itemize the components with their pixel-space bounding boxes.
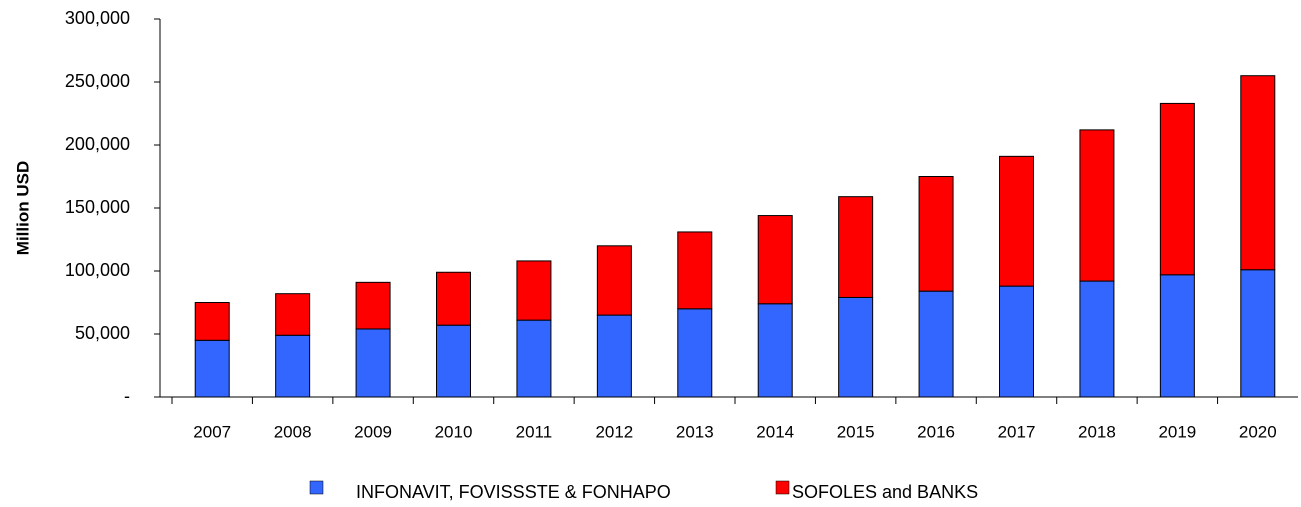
bar-segment [677,231,713,310]
legend-swatch [775,480,790,495]
y-tick-label: 150,000 [65,197,130,217]
y-tick-label: 300,000 [65,8,130,28]
bar-segment [1079,280,1115,398]
bar-segment [1159,274,1195,398]
bar-segment [918,176,954,292]
legend-label: SOFOLES and BANKS [792,482,978,502]
bar-segment [355,281,391,330]
x-tick-label: 2013 [676,422,714,441]
bar-segment [596,245,632,316]
y-tick-label: 250,000 [65,71,130,91]
bar-segment [1240,269,1276,398]
x-tick-label: 2014 [756,422,794,441]
x-tick-label: 2017 [998,422,1036,441]
bar-segment [436,324,471,398]
bar-segment [596,314,632,398]
x-tick-label: 2009 [354,422,392,441]
x-tick-label: 2019 [1158,422,1196,441]
x-tick-label: 2012 [595,422,633,441]
bar-segment [999,155,1034,287]
x-tick-label: 2016 [917,422,955,441]
bar-segment [194,302,230,341]
bar-segment [275,293,311,336]
bar-segment [436,271,471,326]
x-tick-label: 2018 [1078,422,1116,441]
bar-segment [1159,102,1195,276]
bar-segment [194,339,230,398]
y-axis-label: Million USD [13,161,32,255]
y-tick-label: 100,000 [65,260,130,280]
x-tick-label: 2008 [274,422,312,441]
bar-segment [918,290,954,398]
bar-segment [1240,75,1276,271]
bar-segment [677,308,713,398]
bar-segment [516,319,552,398]
legend-label: INFONAVIT, FOVISSSTE & FONHAPO [356,482,671,502]
bar-segment [757,215,793,305]
bar-segment [838,296,874,398]
x-tick-label: 2020 [1239,422,1277,441]
x-tick-label: 2011 [516,422,553,441]
bar-segment [275,334,311,398]
bar-segment [1079,129,1115,282]
bar-segment [999,285,1034,398]
legend-swatch [309,480,324,495]
x-tick-label: 2007 [193,422,231,441]
y-tick-label: 50,000 [75,323,130,343]
x-tick-label: 2015 [837,422,875,441]
x-tick-label: 2010 [435,422,473,441]
bar-segment [355,328,391,398]
y-tick-label: - [124,386,130,406]
bar-segment [757,303,793,398]
y-tick-label: 200,000 [65,134,130,154]
bar-segment [516,260,552,321]
bar-segment [838,196,874,298]
